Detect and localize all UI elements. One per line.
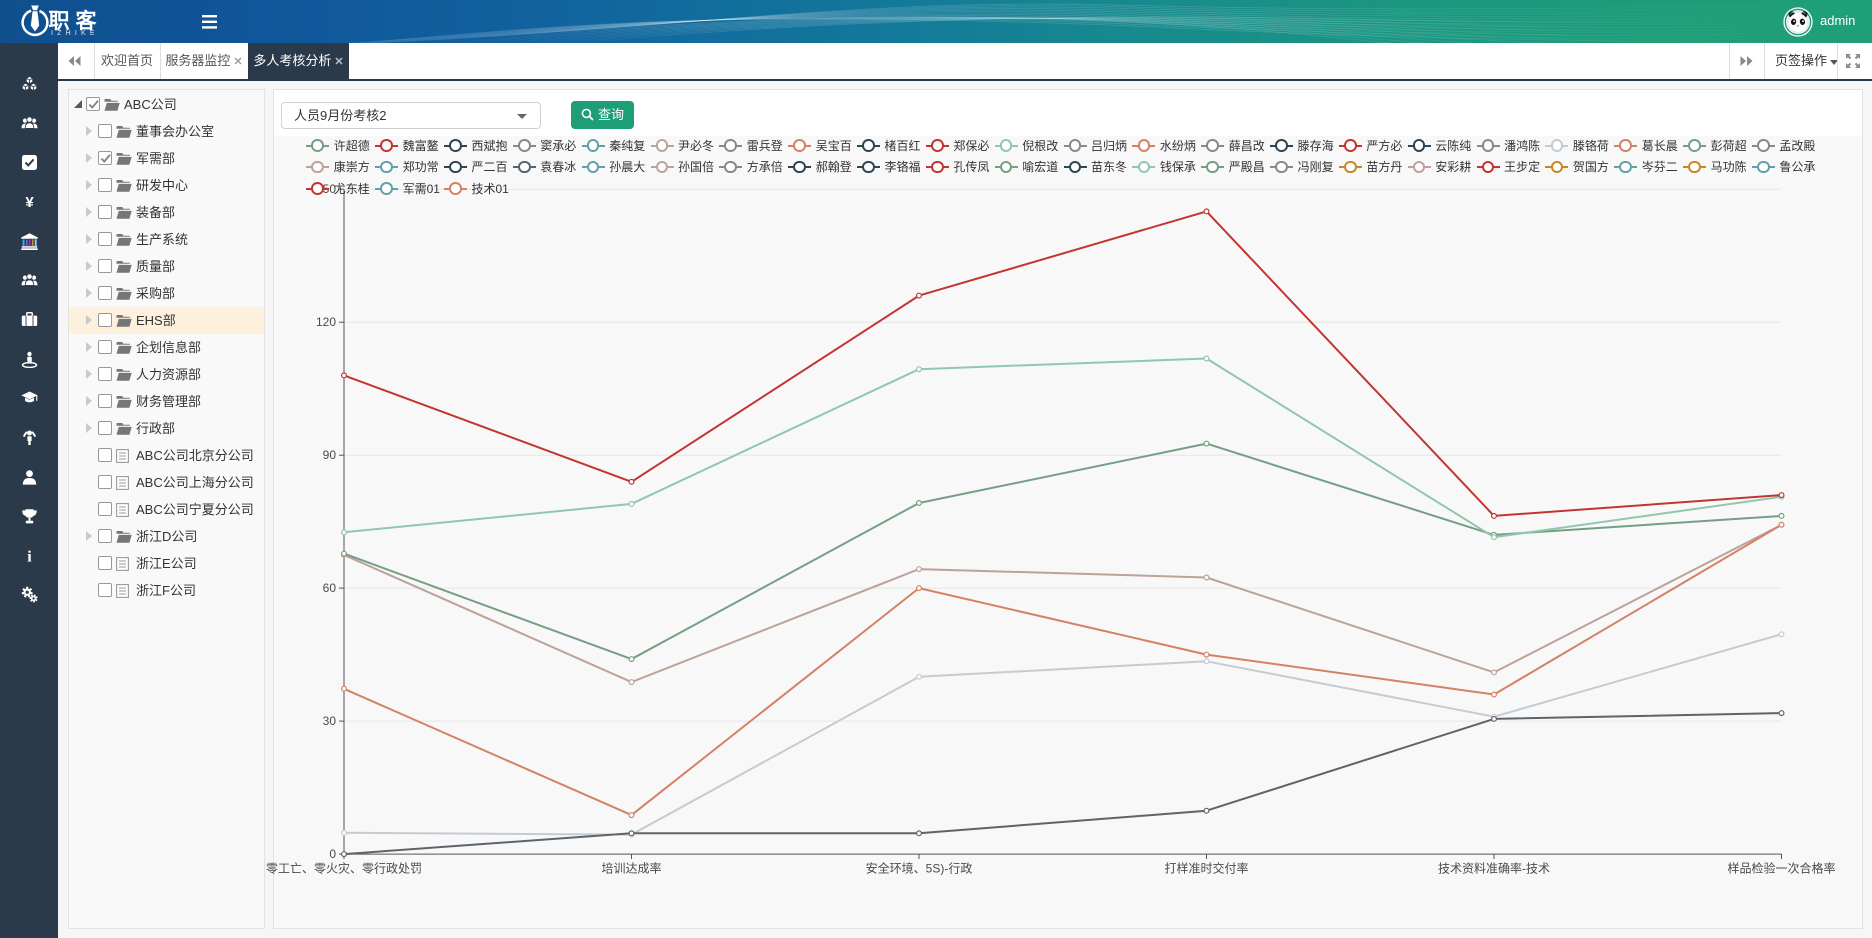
svg-text:120: 120 xyxy=(316,315,336,329)
svg-text:i: i xyxy=(27,549,32,565)
svg-text:0: 0 xyxy=(329,847,336,861)
svg-text:样品检验一次合格率: 样品检验一次合格率 xyxy=(1727,861,1835,876)
svg-text:60: 60 xyxy=(323,581,337,595)
svg-text:90: 90 xyxy=(323,448,337,462)
svg-text:技术资料准确率-技术: 技术资料准确率-技术 xyxy=(1438,861,1550,876)
svg-text:30: 30 xyxy=(323,714,337,728)
svg-text:培训达成率: 培训达成率 xyxy=(601,861,661,876)
svg-text:打样准时交付率: 打样准时交付率 xyxy=(1164,861,1248,876)
svg-text:¥: ¥ xyxy=(25,194,34,210)
svg-text:零工亡、零火灾、零行政处罚: 零工亡、零火灾、零行政处罚 xyxy=(266,861,422,876)
svg-text:安全环境、5S)-行政: 安全环境、5S)-行政 xyxy=(866,861,973,876)
